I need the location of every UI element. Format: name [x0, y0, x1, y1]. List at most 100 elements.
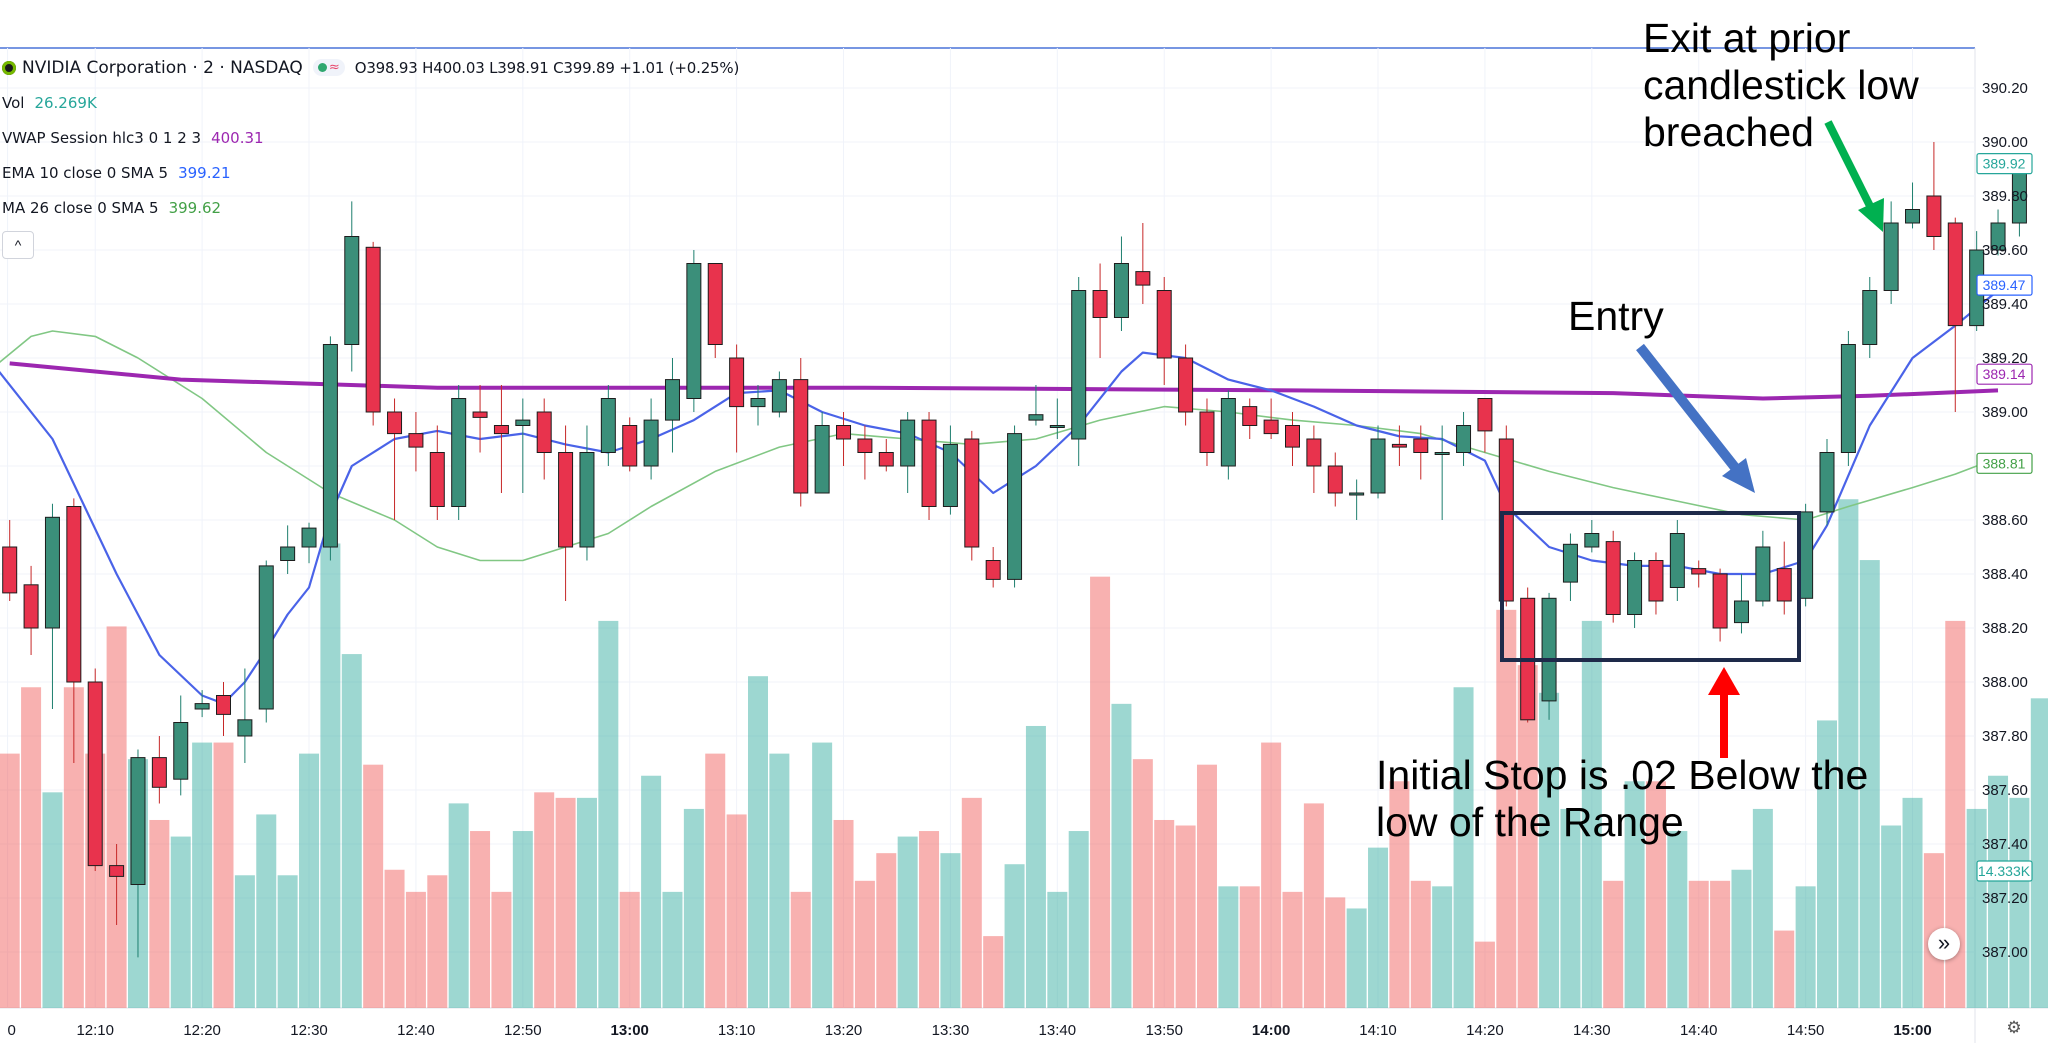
candle-body — [23, 584, 39, 629]
candle-body — [2, 546, 18, 594]
volume-bar — [833, 819, 854, 1008]
collapse-legend-button[interactable]: ^ — [2, 231, 34, 259]
volume-bar — [256, 814, 277, 1008]
volume-bar — [1111, 703, 1132, 1008]
candle-body — [408, 433, 424, 448]
volume-bar — [1581, 620, 1602, 1008]
volume-bar — [1410, 880, 1431, 1008]
volume-bar — [1090, 576, 1111, 1008]
candle-body — [1947, 222, 1963, 327]
candle-body — [1413, 438, 1429, 453]
volume-bar — [2009, 797, 2030, 1008]
candle-body — [1691, 568, 1707, 575]
candle-body — [1733, 600, 1749, 624]
volume-bar — [1196, 764, 1217, 1008]
volume-bar — [277, 875, 298, 1008]
volume-bar — [1389, 781, 1410, 1008]
volume-bar — [1966, 808, 1987, 1008]
candle-body — [729, 357, 745, 408]
scroll-to-realtime-button[interactable]: » — [1928, 928, 1960, 960]
volume-bar — [491, 891, 512, 1008]
candle-body — [1135, 271, 1151, 286]
volume-bar — [1218, 886, 1239, 1008]
candle-body — [1840, 344, 1856, 453]
price-badge — [1976, 452, 2033, 474]
ohlc-readout: O398.93 H400.03 L398.91 C399.89 +1.01 (+… — [354, 58, 740, 77]
volume-bar — [299, 753, 320, 1008]
volume-bar — [470, 831, 491, 1008]
price-tick-label: 388.20 — [1982, 620, 2028, 637]
volume-bar — [448, 803, 469, 1008]
candle-body — [1776, 568, 1792, 602]
volume-bar — [1303, 803, 1324, 1008]
legend-label: MA 26 close 0 SMA 5 — [2, 199, 159, 217]
price-badge-label: 14.333K — [1978, 863, 2031, 879]
candle-body — [1584, 533, 1600, 548]
time-tick-label: 13:30 — [932, 1022, 970, 1039]
legend-value: 400.31 — [211, 129, 264, 147]
volume-bar — [1667, 831, 1688, 1008]
exit-annotation: Exit at prior candlestick low breached — [1643, 15, 1919, 156]
price-tick-label: 387.20 — [1982, 890, 2028, 907]
time-tick-label: 12:30 — [290, 1022, 328, 1039]
status-indicators[interactable]: ≈ — [312, 59, 345, 76]
time-tick-label: 12:40 — [397, 1022, 435, 1039]
entry-annotation: Entry — [1568, 293, 1664, 339]
legend-vwap[interactable]: VWAP Session hlc3 0 1 2 3 400.31 — [2, 124, 264, 159]
price-badge-label: 388.81 — [1983, 455, 2026, 471]
volume-bar — [1560, 808, 1581, 1008]
volume-bar — [705, 753, 726, 1008]
candle-body — [130, 757, 146, 885]
volume-bar — [1645, 781, 1666, 1008]
candle-body — [985, 560, 1001, 580]
volume-bar — [1517, 665, 1538, 1008]
price-tick-label: 389.40 — [1982, 296, 2028, 313]
price-tick-label: 387.80 — [1982, 728, 2028, 745]
volume-bar — [726, 814, 747, 1008]
candle-body — [1071, 290, 1087, 440]
candle-body — [1562, 543, 1578, 583]
time-tick-label: 12:10 — [76, 1022, 114, 1039]
candle-body — [1627, 560, 1643, 615]
price-badge-label: 389.14 — [1983, 366, 2026, 382]
volume-bar — [1774, 930, 1795, 1008]
time-tick-label: 0 — [8, 1022, 16, 1039]
legend-volume[interactable]: Vol 26.269K — [2, 89, 264, 124]
legend-value: 399.62 — [168, 199, 222, 217]
candle-body — [1755, 546, 1771, 602]
volume-bar — [790, 891, 811, 1008]
legend-ma[interactable]: MA 26 close 0 SMA 5 399.62 — [2, 194, 264, 229]
price-tick-label: 388.40 — [1982, 566, 2028, 583]
candle-body — [1327, 465, 1343, 494]
gear-icon[interactable]: ⚙ — [2006, 1018, 2022, 1037]
legend-ema[interactable]: EMA 10 close 0 SMA 5 399.21 — [2, 159, 264, 194]
volume-bar — [1945, 620, 1966, 1008]
candle-body — [1156, 290, 1172, 359]
volume-bar — [1710, 880, 1731, 1008]
candle-body — [472, 411, 488, 418]
volume-bar — [619, 891, 640, 1008]
candle-body — [1199, 411, 1215, 453]
volume-bar — [1239, 886, 1260, 1008]
volume-bar — [555, 797, 576, 1008]
time-tick-label: 14:00 — [1252, 1022, 1290, 1039]
legend-label: VWAP Session hlc3 0 1 2 3 — [2, 129, 202, 147]
candle-body — [1220, 398, 1236, 467]
candle-body — [1028, 414, 1044, 421]
volume-bar — [1453, 687, 1474, 1008]
price-tick-label: 390.00 — [1982, 134, 2028, 151]
symbol-title[interactable]: NVIDIA Corporation · 2 · NASDAQ — [22, 57, 303, 78]
time-tick-label: 13:00 — [611, 1022, 649, 1039]
price-tick-label: 389.60 — [1982, 242, 2028, 259]
volume-bar — [320, 543, 341, 1008]
candle-body — [515, 419, 531, 427]
candle-body — [1456, 425, 1472, 453]
candle-body — [173, 722, 189, 780]
volume-bar — [1603, 880, 1624, 1008]
candle-body — [237, 719, 253, 737]
volume-bar — [598, 620, 619, 1008]
volume-bar — [21, 687, 42, 1008]
candle-body — [1819, 452, 1835, 513]
